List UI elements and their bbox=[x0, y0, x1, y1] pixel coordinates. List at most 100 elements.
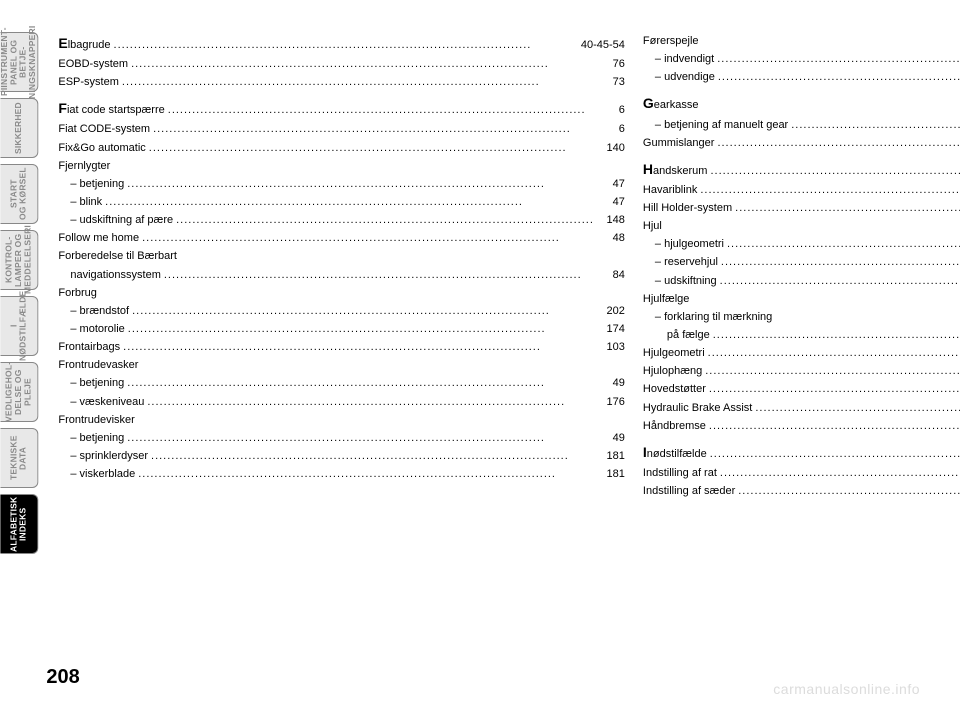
leader-dots bbox=[127, 374, 594, 392]
section-letter: F bbox=[58, 100, 67, 116]
index-entry: – betjening 47 bbox=[58, 175, 625, 193]
leader-dots bbox=[105, 193, 594, 211]
index-entry: Fix&Go automatic140 bbox=[58, 139, 625, 157]
section-letter: E bbox=[58, 35, 67, 51]
index-entry: Havariblink53 bbox=[643, 181, 960, 199]
page-ref: 174 bbox=[597, 320, 625, 338]
index-entry: – væskeniveau 176 bbox=[58, 393, 625, 411]
index-entry: på fælge193 bbox=[643, 326, 960, 344]
nav-tab-4[interactable]: INØDSTILFÆLDE bbox=[0, 296, 38, 356]
nav-tab-5[interactable]: VEDLIGEHOL-DELSE OGPLEJE bbox=[0, 362, 38, 422]
entry-label: – væskeniveau bbox=[70, 393, 144, 411]
index-entry: Håndbremse114 bbox=[643, 417, 960, 435]
entry-label: Håndbremse bbox=[643, 417, 706, 435]
index-entry: Hjul bbox=[643, 217, 960, 235]
entry-label: – udvendige bbox=[655, 68, 715, 86]
index-entry: Hill Holder-system74 bbox=[643, 199, 960, 217]
index-entry: – betjening49 bbox=[58, 429, 625, 447]
entry-label: – udskiftning bbox=[655, 272, 717, 290]
page-ref: 49 bbox=[597, 374, 625, 392]
entry-label: Hovedstøtter bbox=[643, 380, 706, 398]
index-entry: Handskerum56 bbox=[643, 158, 960, 181]
index-entry: navigationssystem84 bbox=[58, 266, 625, 284]
column-1: Elbagrude40-45-54EOBD-system76ESP-system… bbox=[58, 32, 625, 689]
index-entry: Forberedelse til Bærbart bbox=[58, 247, 625, 265]
leader-dots bbox=[708, 344, 960, 362]
index-entry: – forklaring til mærkning bbox=[643, 308, 960, 326]
leader-dots bbox=[720, 464, 960, 482]
index-entry: Fiat CODE-system 6 bbox=[58, 120, 625, 138]
index-entry: Frontrudevasker bbox=[58, 356, 625, 374]
nav-tab-7[interactable]: ALFABETISKINDEKS bbox=[0, 494, 38, 554]
entry-label: – betjening bbox=[70, 374, 124, 392]
index-entry: Hovedstøtter34 bbox=[643, 380, 960, 398]
leader-dots bbox=[127, 429, 594, 447]
leader-dots bbox=[168, 101, 594, 119]
entry-label: Gummislanger bbox=[643, 134, 715, 152]
entry-label: – betjening bbox=[70, 175, 124, 193]
leader-dots bbox=[153, 120, 594, 138]
entry-label: EOBD-system bbox=[58, 55, 128, 73]
index-entry: Fjernlygter bbox=[58, 157, 625, 175]
leader-dots bbox=[717, 134, 960, 152]
page-ref: 6 bbox=[597, 120, 625, 138]
entry-label: Elbagrude bbox=[58, 32, 110, 55]
leader-dots bbox=[721, 253, 960, 271]
entry-label: Fiat CODE-system bbox=[58, 120, 150, 138]
entry-label: Fjernlygter bbox=[58, 157, 110, 175]
entry-label: Hydraulic Brake Assist bbox=[643, 399, 752, 417]
page-ref: 76 bbox=[597, 55, 625, 73]
leader-dots bbox=[123, 338, 594, 356]
entry-label: – udskiftning af pære bbox=[70, 211, 173, 229]
nav-tab-2[interactable]: STARTOG KØRSEL bbox=[0, 164, 38, 224]
leader-dots bbox=[710, 162, 960, 180]
entry-label: Indstilling af sæder bbox=[643, 482, 735, 500]
footer-watermark: carmanualsonline.info bbox=[773, 681, 920, 697]
index-entry: – motorolie 174 bbox=[58, 320, 625, 338]
nav-tab-0[interactable]: PIINSTRUMENT-PANEL OG BETJE-NINGSKNAPPER… bbox=[0, 32, 38, 92]
nav-tab-6[interactable]: TEKNISKEDATA bbox=[0, 428, 38, 488]
leader-dots bbox=[142, 229, 594, 247]
index-entry: – betjening 49 bbox=[58, 374, 625, 392]
index-entry: Hjulophæng191 bbox=[643, 362, 960, 380]
nav-tab-3[interactable]: KONTROL-LAMPER OGMEDDELELSERI bbox=[0, 230, 38, 290]
entry-label: Frontrudevasker bbox=[58, 356, 138, 374]
page-ref: 181 bbox=[597, 447, 625, 465]
entry-label: Inødstilfælde bbox=[643, 441, 707, 464]
index-entry: – udskiftning af pære148 bbox=[58, 211, 625, 229]
entry-label: – forklaring til mærkning bbox=[655, 308, 772, 326]
page-ref: 181 bbox=[597, 465, 625, 483]
index-entry: Hydraulic Brake Assist74 bbox=[643, 399, 960, 417]
section-letter: I bbox=[643, 444, 647, 460]
index-entry: Inødstilfælde133 bbox=[643, 441, 960, 464]
leader-dots bbox=[176, 211, 594, 229]
index-entry: Gummislanger180 bbox=[643, 134, 960, 152]
leader-dots bbox=[132, 302, 594, 320]
index-entry: Fiat code startspærre6 bbox=[58, 97, 625, 120]
leader-dots bbox=[717, 50, 960, 68]
index-entry: Elbagrude 40-45-54 bbox=[58, 32, 625, 55]
entry-label: – brændstof bbox=[70, 302, 129, 320]
leader-dots bbox=[122, 73, 594, 91]
page-ref: 176 bbox=[597, 393, 625, 411]
leader-dots bbox=[138, 465, 594, 483]
entry-label: – motorolie bbox=[70, 320, 124, 338]
index-entry: – udvendige36 bbox=[643, 68, 960, 86]
page-ref: 47 bbox=[597, 175, 625, 193]
page-ref: 40-45-54 bbox=[581, 36, 625, 54]
index-entry: Førerspejle bbox=[643, 32, 960, 50]
nav-tab-1[interactable]: SIKKERHED bbox=[0, 98, 38, 158]
index-entry: – sprinklerdyser181 bbox=[58, 447, 625, 465]
entry-label: Forbrug bbox=[58, 284, 97, 302]
index-entry: Indstilling af rat35 bbox=[643, 464, 960, 482]
leader-dots bbox=[713, 326, 960, 344]
leader-dots bbox=[114, 36, 578, 54]
leader-dots bbox=[727, 235, 960, 253]
leader-dots bbox=[738, 482, 960, 500]
page-ref: 103 bbox=[597, 338, 625, 356]
index-entry: Hjulfælge bbox=[643, 290, 960, 308]
page-number: 208 bbox=[46, 666, 79, 689]
leader-dots bbox=[791, 116, 960, 134]
leader-dots bbox=[149, 139, 594, 157]
page-ref: 48 bbox=[597, 229, 625, 247]
